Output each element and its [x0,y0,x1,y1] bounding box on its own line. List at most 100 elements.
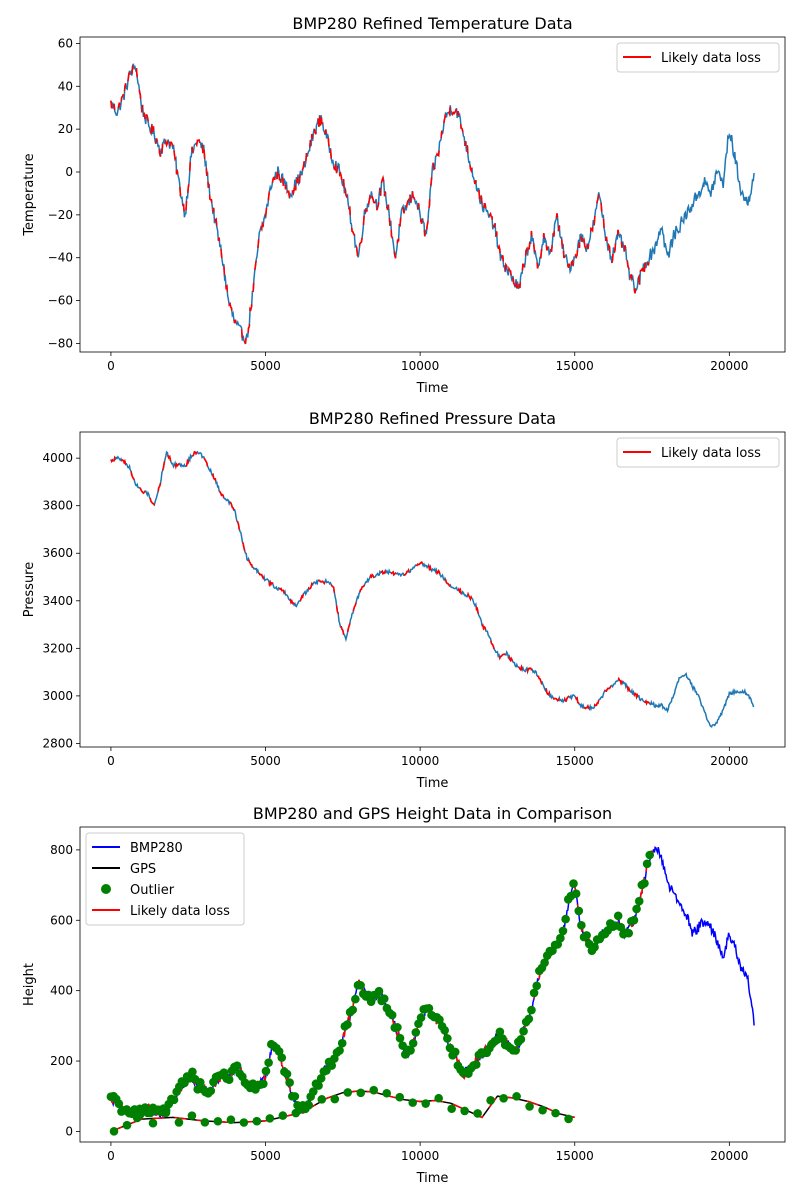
x-tick-label: 10000 [401,1149,439,1163]
outlier-point [393,1023,402,1032]
x-tick-label: 15000 [556,359,594,373]
outlier-point [291,1108,301,1118]
y-tick-label: 40 [58,79,73,93]
outlier-point [213,1116,223,1126]
outlier-point [495,1027,505,1037]
outlier-point [569,879,578,888]
outlier-point [395,1092,405,1102]
outlier-point [499,1094,508,1103]
y-tick-label: 20 [58,122,73,136]
x-tick-label: 5000 [250,359,281,373]
outlier-point [335,1046,344,1055]
x-axis-label: Time [416,1171,449,1186]
y-tick-label: 0 [65,1124,73,1138]
outlier-point [224,1075,234,1085]
outlier-point [343,1020,352,1029]
outlier-point [556,933,565,943]
outlier-point [640,879,649,888]
outlier-point [460,1106,469,1116]
outlier-point [498,1034,507,1043]
legend-label: Likely data loss [130,904,230,919]
y-axis-label: Temperature [22,153,37,236]
legend: Likely data loss [616,42,780,73]
y-tick-label: −20 [48,208,73,222]
x-tick-label: 15000 [556,1149,594,1163]
outlier-point [519,1026,528,1036]
outlier-point [261,1066,271,1076]
outlier-point [516,1035,526,1044]
outlier-point [278,1111,288,1120]
series-line-main [110,63,755,345]
outlier-point [435,1015,444,1024]
series-line-main [110,450,755,728]
outlier-point [486,1096,495,1105]
legend-label: Outlier [130,883,175,898]
legend-label: Likely data loss [661,51,761,66]
x-tick-label: 5000 [250,754,281,768]
outlier-point [450,1047,460,1057]
x-tick-label: 0 [107,1149,115,1163]
outlier-point [382,1088,392,1098]
outlier-point [366,997,376,1006]
outlier-point [200,1118,210,1127]
outlier-point [440,1026,450,1035]
outlier-point [252,1116,262,1126]
legend-label: BMP280 [130,841,183,856]
y-tick-label: 2800 [42,736,73,750]
outlier-point [148,1118,158,1128]
chart-panel-2: BMP280 Refined Pressure Data Time Pressure… [22,409,786,791]
outlier-point [629,915,639,925]
outlier-point [634,896,644,906]
outlier-point [613,911,623,921]
outlier-point [187,1111,197,1120]
outlier-point [616,922,626,932]
outlier-point [285,1078,294,1087]
outlier-point [356,981,365,990]
outlier-point [317,1095,327,1104]
outlier-point [424,1004,434,1013]
outlier-point [330,1094,340,1104]
outlier-point [314,1081,323,1090]
outlier-point [174,1118,184,1127]
outlier-point [574,906,584,916]
y-tick-label: 3400 [42,594,73,608]
outlier-point [527,1005,536,1015]
outlier-point [408,1098,418,1107]
y-tick-label: 600 [50,913,73,927]
outlier-point [327,1061,336,1070]
outlier-point [387,1010,397,1020]
outlier-point [308,1087,318,1096]
outlier-point [564,1114,573,1124]
series-line-data-loss [110,450,653,712]
y-tick-label: 3800 [42,499,73,513]
x-axis-label: Time [416,776,449,791]
y-tick-label: 200 [50,1054,73,1068]
outlier-point [161,1108,171,1118]
chart-title: BMP280 Refined Temperature Data [292,14,572,33]
outlier-point [524,1014,534,1024]
outlier-point [114,1099,124,1108]
plot-area [110,450,755,728]
legend-marker-outlier [101,884,111,894]
plot-frame [79,826,786,1143]
outlier-point [529,988,539,998]
outlier-point [642,859,652,869]
outlier-point [195,1078,205,1087]
outlier-point [395,1033,405,1043]
outlier-point [512,1092,521,1101]
outlier-point [540,958,549,967]
outlier-point [624,928,633,938]
plot-frame [79,36,786,353]
outlier-point [471,1060,481,1069]
outlier-point [511,1046,520,1055]
outlier-point [416,1013,426,1022]
outlier-point [337,1038,347,1048]
series-line-data-loss [110,63,650,345]
outlier-point [348,1005,358,1015]
outlier-point [356,1088,366,1098]
x-tick-label: 20000 [710,1149,748,1163]
legend: BMP280 GPS Outlier Likely data loss [85,832,245,926]
legend-box [85,832,245,926]
outlier-point [571,889,581,899]
y-tick-label: −80 [48,336,73,350]
